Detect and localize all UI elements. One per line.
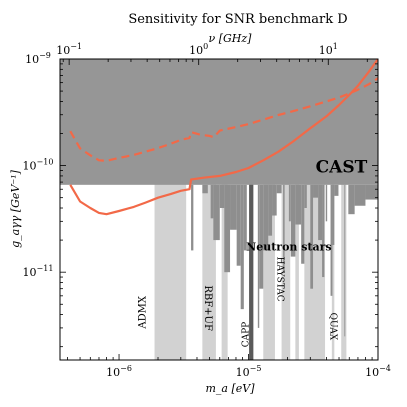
haloscope-dark-band <box>224 184 231 273</box>
plot-area: CAST Neutron stars ADMX RBF+UF CAPP HAYSTAC QU… <box>60 59 378 360</box>
haloscope-dark-band <box>202 184 208 194</box>
haloscope-dark-band <box>354 184 366 206</box>
haloscope-dark-band <box>210 184 214 219</box>
y-tick-exponent: −10 <box>37 158 54 167</box>
haloscope-dark-band <box>365 184 378 200</box>
haloscope-dark-band <box>219 184 225 209</box>
haloscope-band <box>341 59 347 360</box>
haloscope-dark-band <box>318 184 323 241</box>
y-tick-label: 10−9 <box>25 51 51 66</box>
y-tick-exponent: −11 <box>37 264 54 273</box>
x-tick-label: 10−5 <box>236 364 262 379</box>
x-tick-label: 10−6 <box>106 364 132 379</box>
haloscope-dark-band <box>330 184 333 296</box>
plot-frame <box>59 58 379 361</box>
haloscope-dark-band <box>259 184 264 289</box>
x-tick-exponent: −4 <box>379 364 391 373</box>
sensitivity-dashed-line <box>69 77 378 162</box>
haloscope-dark-band <box>313 184 319 198</box>
haloscope-dark-band <box>295 184 302 225</box>
haloscope-dark-band <box>334 184 339 196</box>
x-top-tick-exponent: 1 <box>333 42 338 51</box>
haloscope-dark-band <box>191 184 194 251</box>
x-tick-exponent: −5 <box>250 364 262 373</box>
x-axis-top-label: ν [GHz] <box>209 32 253 45</box>
x-top-tick-exponent: −1 <box>70 42 82 51</box>
y-axis-label: g_aγγ [GeV⁻¹] <box>9 169 22 247</box>
annotation-label: ADMX <box>137 295 148 329</box>
haloscope-dark-band <box>263 184 269 251</box>
haloscope-dark-band <box>257 184 260 328</box>
y-tick-exponent: −9 <box>39 51 51 60</box>
annotation-label: Neutron stars <box>246 240 331 253</box>
x-top-tick-exponent: 0 <box>203 42 208 51</box>
annotation-label: CAST <box>316 158 368 178</box>
haloscope-dark-band <box>230 184 237 230</box>
cast-region <box>60 59 378 185</box>
haloscope-dark-band <box>288 184 291 222</box>
x-top-tick-label: 10−1 <box>56 42 82 57</box>
y-tick-label: 10−11 <box>23 264 54 279</box>
haloscope-dark-band <box>348 184 355 215</box>
annotation-label: RBF+UF <box>202 285 213 331</box>
x-top-tick-label: 100 <box>189 42 208 57</box>
haloscope-dark-band <box>240 184 244 310</box>
haloscope-dark-band <box>325 184 328 222</box>
haloscope-dark-band <box>276 184 282 194</box>
haloscope-dark-band <box>310 184 314 289</box>
haloscope-dark-band <box>344 184 346 337</box>
haloscope-dark-band <box>268 184 273 236</box>
haloscope-dark-band <box>243 184 247 251</box>
annotation-label: CAPP <box>242 322 252 348</box>
capp-band <box>249 59 254 360</box>
x-tick-label: 10−4 <box>365 364 391 379</box>
sensitivity-solid-line <box>69 59 378 216</box>
haloscope-dark-band <box>304 184 307 209</box>
haloscope-band <box>154 59 159 360</box>
y-tick-label: 10−10 <box>23 158 54 173</box>
haloscope-dark-band <box>332 184 335 245</box>
haloscope-dark-band <box>213 184 220 241</box>
haloscope-dark-band <box>272 184 277 216</box>
x-top-tick-label: 101 <box>319 42 338 57</box>
haloscope-band <box>281 59 291 360</box>
haloscope-dark-band <box>283 184 285 273</box>
x-tick-exponent: −6 <box>120 364 132 373</box>
haloscope-dark-band <box>236 184 241 266</box>
x-axis-label: m_a [eV] <box>205 382 255 395</box>
chart-title: Sensitivity for SNR benchmark D <box>128 12 347 27</box>
haloscope-dark-band <box>301 184 305 264</box>
annotation-label: HAYSTAC <box>275 257 285 302</box>
annotation-label: QUAX <box>328 313 338 341</box>
haloscope-dark-band <box>322 184 325 278</box>
haloscope-dark-band <box>290 184 296 257</box>
